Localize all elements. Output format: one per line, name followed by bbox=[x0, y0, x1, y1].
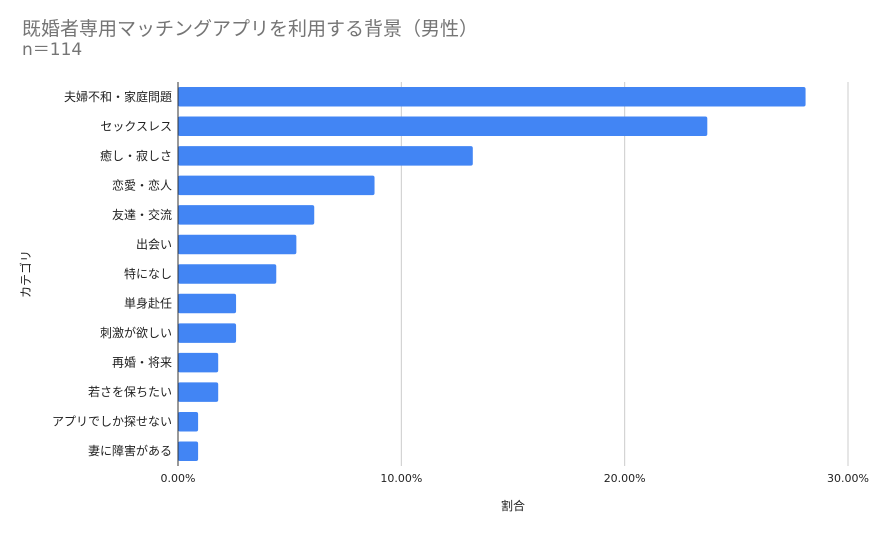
category-label: 出会い bbox=[136, 237, 172, 251]
x-tick-label: 30.00% bbox=[827, 472, 869, 485]
bar bbox=[178, 441, 199, 461]
bar bbox=[178, 411, 199, 432]
bar bbox=[178, 175, 375, 196]
bar bbox=[178, 293, 237, 314]
category-label: 若さを保ちたい bbox=[88, 385, 172, 399]
bar bbox=[178, 116, 708, 137]
bar bbox=[178, 146, 473, 166]
x-tick-labels: 0.00% 10.00% 20.00% 30.00% bbox=[161, 472, 869, 485]
category-label: 再婚・将来 bbox=[112, 356, 172, 370]
bar bbox=[178, 234, 297, 255]
bar bbox=[178, 323, 237, 343]
category-label: 刺激が欲しい bbox=[100, 325, 172, 340]
x-tick-label: 20.00% bbox=[604, 472, 646, 485]
category-label: 特になし bbox=[124, 266, 172, 281]
category-label: 友達・交流 bbox=[112, 207, 172, 222]
y-axis-title: カテゴリ bbox=[18, 250, 33, 298]
x-tick-label: 0.00% bbox=[161, 472, 196, 485]
bar bbox=[178, 382, 219, 402]
category-label: 妻に障害がある bbox=[88, 443, 172, 458]
bars-group bbox=[178, 87, 806, 461]
x-tick-label: 10.00% bbox=[380, 472, 422, 485]
category-labels: 夫婦不和・家庭問題セックスレス癒し・寂しさ恋愛・恋人友達・交流出会い特になし単身… bbox=[52, 89, 172, 458]
grid-lines bbox=[400, 82, 849, 466]
bar bbox=[178, 352, 219, 373]
bar bbox=[178, 264, 277, 284]
category-label: 癒し・寂しさ bbox=[100, 148, 172, 163]
category-label: 単身赴任 bbox=[124, 296, 172, 311]
category-label: 恋愛・恋人 bbox=[112, 177, 172, 192]
chart-title: 既婚者専用マッチングアプリを利用する背景（男性） bbox=[22, 18, 479, 40]
bar bbox=[178, 87, 806, 107]
category-label: セックスレス bbox=[100, 119, 172, 133]
category-label: アプリでしか探せない bbox=[52, 415, 172, 429]
category-label: 夫婦不和・家庭問題 bbox=[64, 89, 172, 104]
bar bbox=[178, 205, 315, 225]
x-axis-title: 割合 bbox=[501, 498, 525, 513]
chart-subtitle: n＝114 bbox=[22, 40, 83, 60]
